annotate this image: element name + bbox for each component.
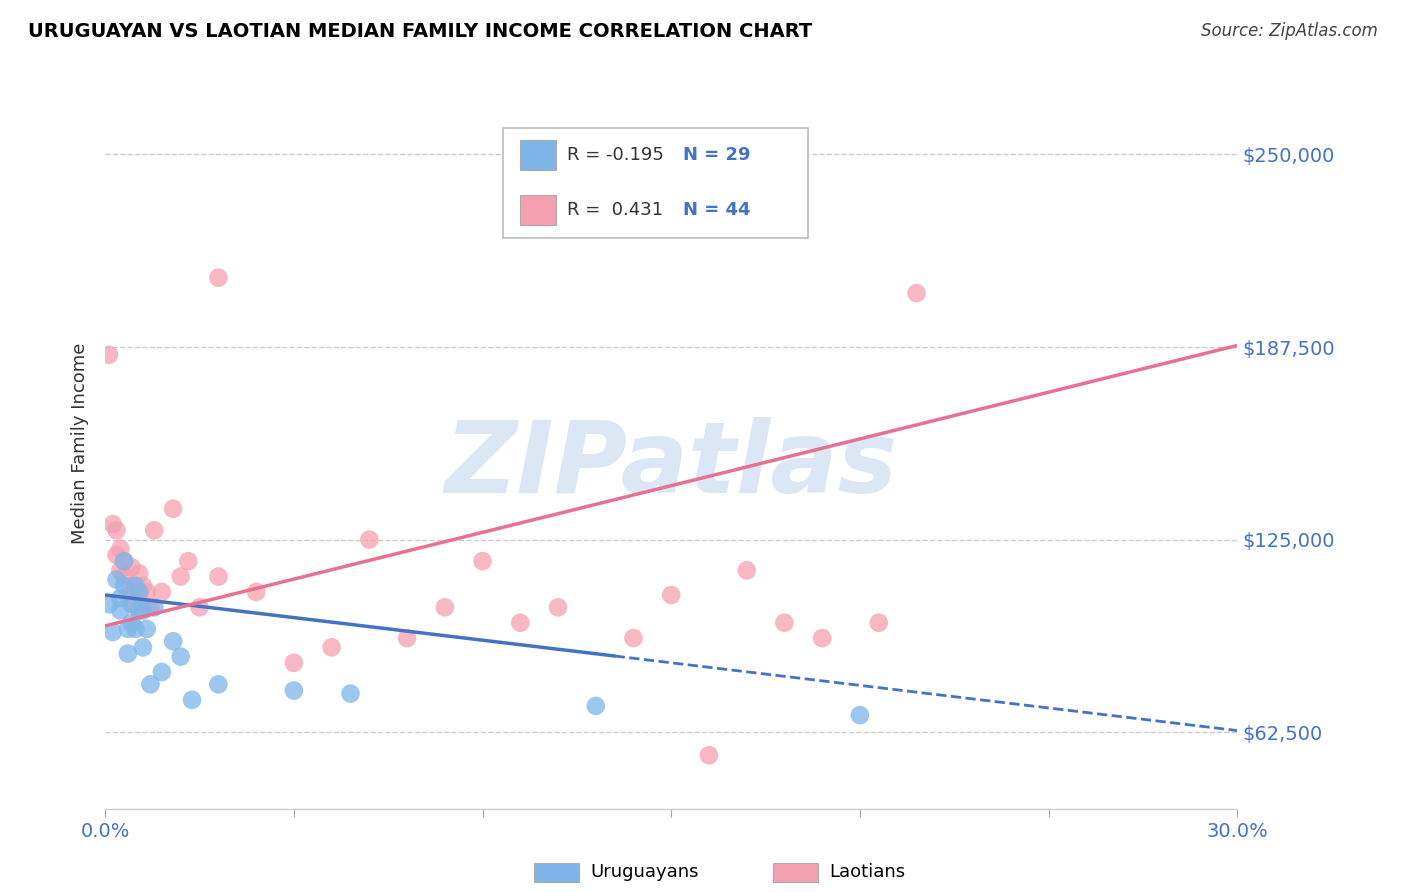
Point [124,622,146,636]
Point [128,566,150,581]
Point [101,624,124,639]
Point [207,677,229,691]
Text: R =  0.431: R = 0.431 [568,201,664,219]
Point [150,585,173,599]
Point [112,579,135,593]
Point [207,270,229,285]
Point [112,554,135,568]
Point [433,600,456,615]
Point [121,560,143,574]
Text: ZIPatlas: ZIPatlas [444,417,898,514]
Text: URUGUAYAN VS LAOTIAN MEDIAN FAMILY INCOME CORRELATION CHART: URUGUAYAN VS LAOTIAN MEDIAN FAMILY INCOM… [28,22,813,41]
Point [143,524,166,538]
Point [98,348,121,362]
Point [773,615,796,630]
Point [905,286,928,301]
Point [139,677,162,691]
Point [121,615,143,630]
Point [143,600,166,615]
Point [132,579,155,593]
Point [117,588,139,602]
Y-axis label: Median Family Income: Median Family Income [72,343,89,544]
Point [128,588,150,602]
Point [359,533,381,547]
Point [139,600,162,615]
Point [150,665,173,679]
Point [162,501,184,516]
Point [117,622,139,636]
Point [283,683,305,698]
Point [105,548,128,562]
Point [181,692,204,706]
Text: N = 29: N = 29 [683,146,751,164]
Point [697,748,720,763]
Text: Source: ZipAtlas.com: Source: ZipAtlas.com [1201,22,1378,40]
Point [471,554,494,568]
Point [105,573,128,587]
Text: R = -0.195: R = -0.195 [568,146,664,164]
Text: Laotians: Laotians [830,863,905,881]
Point [128,585,150,599]
Point [110,603,132,617]
Point [117,647,139,661]
Text: Uruguayans: Uruguayans [591,863,699,881]
Point [124,582,146,596]
Point [735,563,758,577]
Point [170,649,193,664]
Point [98,597,121,611]
Point [110,541,132,556]
Point [112,554,135,568]
Point [659,588,682,602]
Point [124,597,146,611]
Point [132,597,155,611]
Point [135,622,157,636]
Point [849,708,872,723]
Point [339,687,361,701]
Point [121,579,143,593]
Point [547,600,569,615]
Point [283,656,305,670]
Point [105,524,128,538]
Point [124,579,146,593]
Point [135,585,157,599]
Point [132,603,155,617]
Point [509,615,531,630]
Point [132,640,155,655]
Point [188,600,211,615]
Text: N = 44: N = 44 [683,201,751,219]
Point [121,597,143,611]
Point [623,631,645,645]
Point [207,569,229,583]
Point [110,563,132,577]
Point [396,631,419,645]
Point [585,698,607,713]
Point [245,585,267,599]
Point [128,603,150,617]
Point [811,631,834,645]
Point [112,569,135,583]
Point [101,517,124,532]
Point [170,569,193,583]
Point [177,554,200,568]
Point [321,640,343,655]
Point [868,615,890,630]
Point [162,634,184,648]
Point [110,591,132,606]
